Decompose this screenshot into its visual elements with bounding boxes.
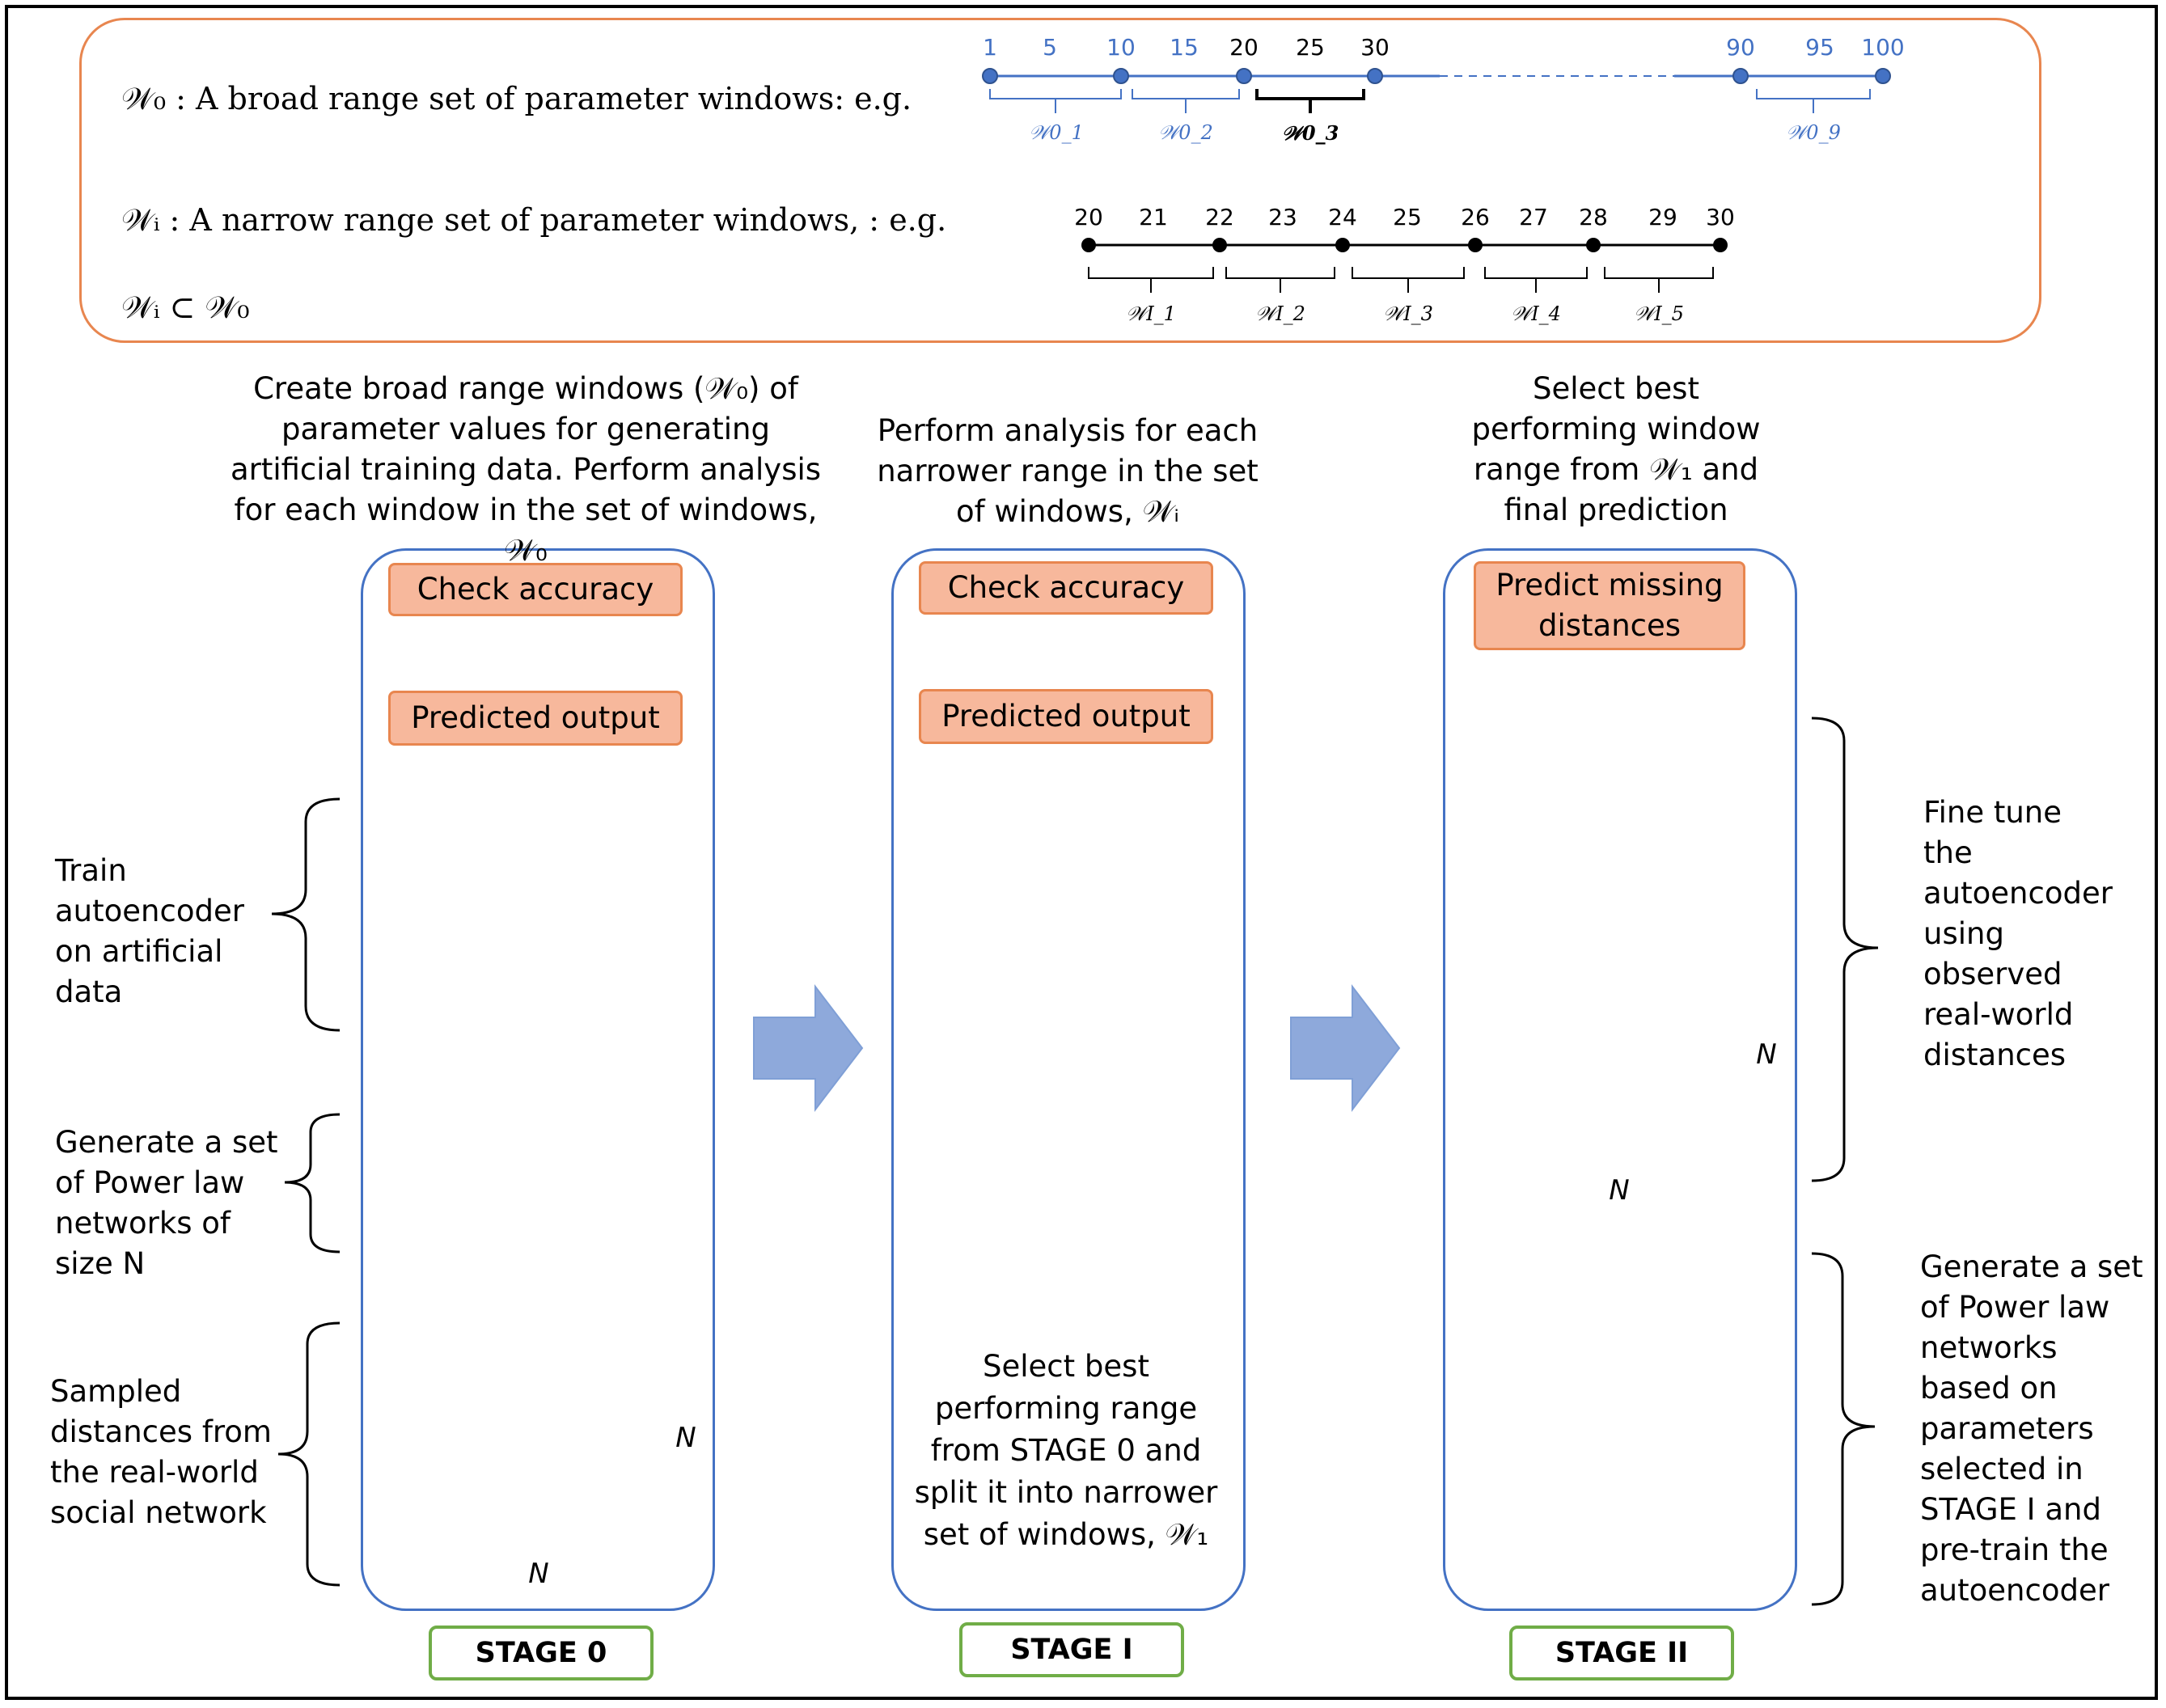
- stage0-title: Create broad range windows (𝒲₀) of param…: [230, 371, 822, 568]
- narrow-tick-label: 24: [1328, 204, 1357, 230]
- broad-axis: [982, 68, 1891, 113]
- narrow-window-label: 𝒲I_1: [1126, 302, 1176, 325]
- stage1-check-accuracy-box: Check accuracy: [919, 561, 1213, 615]
- matrix-dimension-label: N: [1609, 1174, 1630, 1207]
- broad-window-bracket: [1255, 89, 1365, 113]
- broad-tick-label: 15: [1170, 34, 1199, 61]
- side-train-text: Train autoencoder on artificial data: [55, 853, 244, 1009]
- narrow-axis-point: [1081, 238, 1096, 252]
- broad-window-bracket: [1756, 89, 1871, 113]
- broad-axis-point: [1732, 68, 1749, 84]
- legend-wi-line: 𝒲ᵢ : A narrow range set of parameter win…: [121, 202, 947, 238]
- matrix-dimension-label: N: [1756, 1038, 1777, 1071]
- broad-window-label: 𝒲0_2: [1158, 121, 1213, 144]
- matrix-dimension-label: N: [675, 1422, 696, 1454]
- side-sampled-text: Sampled distances from the real-world so…: [50, 1374, 272, 1530]
- narrow-window-label: 𝒲I_4: [1511, 302, 1561, 325]
- narrow-tick-label: 22: [1205, 204, 1234, 230]
- narrow-window-label: 𝒲I_3: [1383, 302, 1433, 325]
- stage-arrow-1: [753, 984, 864, 1112]
- narrow-tick-label: 29: [1648, 204, 1677, 230]
- narrow-tick-label: 28: [1579, 204, 1608, 230]
- narrow-tick-label: 26: [1461, 204, 1490, 230]
- broad-tick-label: 90: [1726, 34, 1755, 61]
- stage-arrow-2: [1290, 984, 1401, 1112]
- outer-frame: [5, 5, 2158, 1700]
- broad-tick-label: 25: [1296, 34, 1325, 61]
- broad-window-bracket: [1132, 89, 1240, 113]
- narrow-axis: [1081, 238, 1728, 293]
- broad-tick-label: 5: [1043, 34, 1057, 61]
- narrow-axis-point: [1468, 238, 1483, 252]
- stage2-label: STAGE II: [1509, 1626, 1734, 1681]
- stage2-panel: [1443, 548, 1797, 1611]
- matrix-dimension-label: N: [528, 1558, 549, 1590]
- stage0-predicted-output-box: Predicted output: [388, 691, 683, 746]
- narrow-window-label: 𝒲I_5: [1634, 302, 1684, 325]
- broad-tick-label: 1: [983, 34, 997, 61]
- broad-tick-label: 100: [1861, 34, 1905, 61]
- narrow-tick-label: 20: [1074, 204, 1103, 230]
- broad-axis-point: [1875, 68, 1891, 84]
- brace-train: [271, 797, 341, 1032]
- narrow-window-bracket: [1088, 267, 1214, 293]
- narrow-window-label: 𝒲I_2: [1255, 302, 1305, 325]
- stage0-check-accuracy-box: Check accuracy: [388, 563, 683, 616]
- side-generate-text: Generate a set of Power law networks of …: [55, 1125, 278, 1281]
- narrow-tick-label: 23: [1268, 204, 1297, 230]
- brace-generate: [284, 1113, 341, 1254]
- broad-window-label: 𝒲0_9: [1786, 121, 1841, 144]
- broad-tick-label: 10: [1106, 34, 1136, 61]
- narrow-axis-point: [1586, 238, 1601, 252]
- narrow-axis-point: [1713, 238, 1728, 252]
- stage2-title: Select best performing window range from…: [1471, 371, 1761, 527]
- stage1-bottom-text: Select best performing range from STAGE …: [914, 1349, 1218, 1552]
- broad-axis-point: [1367, 68, 1383, 84]
- narrow-tick-label: 25: [1393, 204, 1422, 230]
- stage0-label: STAGE 0: [429, 1626, 654, 1681]
- stage2-predict-missing-box: Predict missing distances: [1474, 561, 1745, 650]
- broad-tick-label: 20: [1229, 34, 1259, 61]
- broad-tick-label: 30: [1360, 34, 1390, 61]
- broad-axis-point: [982, 68, 998, 84]
- stage1-predicted-output-box: Predicted output: [919, 689, 1213, 744]
- narrow-window-bracket: [1604, 267, 1714, 293]
- narrow-window-bracket: [1225, 267, 1335, 293]
- narrow-window-bracket: [1484, 267, 1588, 293]
- broad-window-label: 𝒲0_3: [1281, 121, 1339, 145]
- side-pretrain-text: Generate a set of Power law networks bas…: [1920, 1249, 2143, 1608]
- broad-tick-label: 95: [1805, 34, 1834, 61]
- brace-sampled: [277, 1321, 341, 1587]
- stage1-title: Perform analysis for each narrower range…: [877, 413, 1259, 529]
- legend-subset-line: 𝒲ᵢ ⊂ 𝒲₀: [121, 290, 250, 325]
- narrow-window-bracket: [1352, 267, 1465, 293]
- narrow-tick-label: 30: [1706, 204, 1735, 230]
- legend-box: [79, 18, 2041, 343]
- brace-pretrain: [1811, 1252, 1876, 1606]
- narrow-axis-point: [1335, 238, 1350, 252]
- broad-axis-point: [1236, 68, 1252, 84]
- broad-window-label: 𝒲0_1: [1029, 121, 1084, 144]
- legend-w0-line: 𝒲₀ : A broad range set of parameter wind…: [121, 81, 912, 116]
- narrow-axis-point: [1212, 238, 1227, 252]
- brace-fine: [1811, 717, 1879, 1182]
- broad-window-bracket: [989, 89, 1122, 113]
- narrow-tick-label: 21: [1139, 204, 1168, 230]
- narrow-tick-label: 27: [1519, 204, 1548, 230]
- side-fine-text: Fine tune the autoencoder using observed…: [1923, 795, 2113, 1072]
- broad-axis-point: [1113, 68, 1129, 84]
- stage1-label: STAGE I: [959, 1622, 1184, 1677]
